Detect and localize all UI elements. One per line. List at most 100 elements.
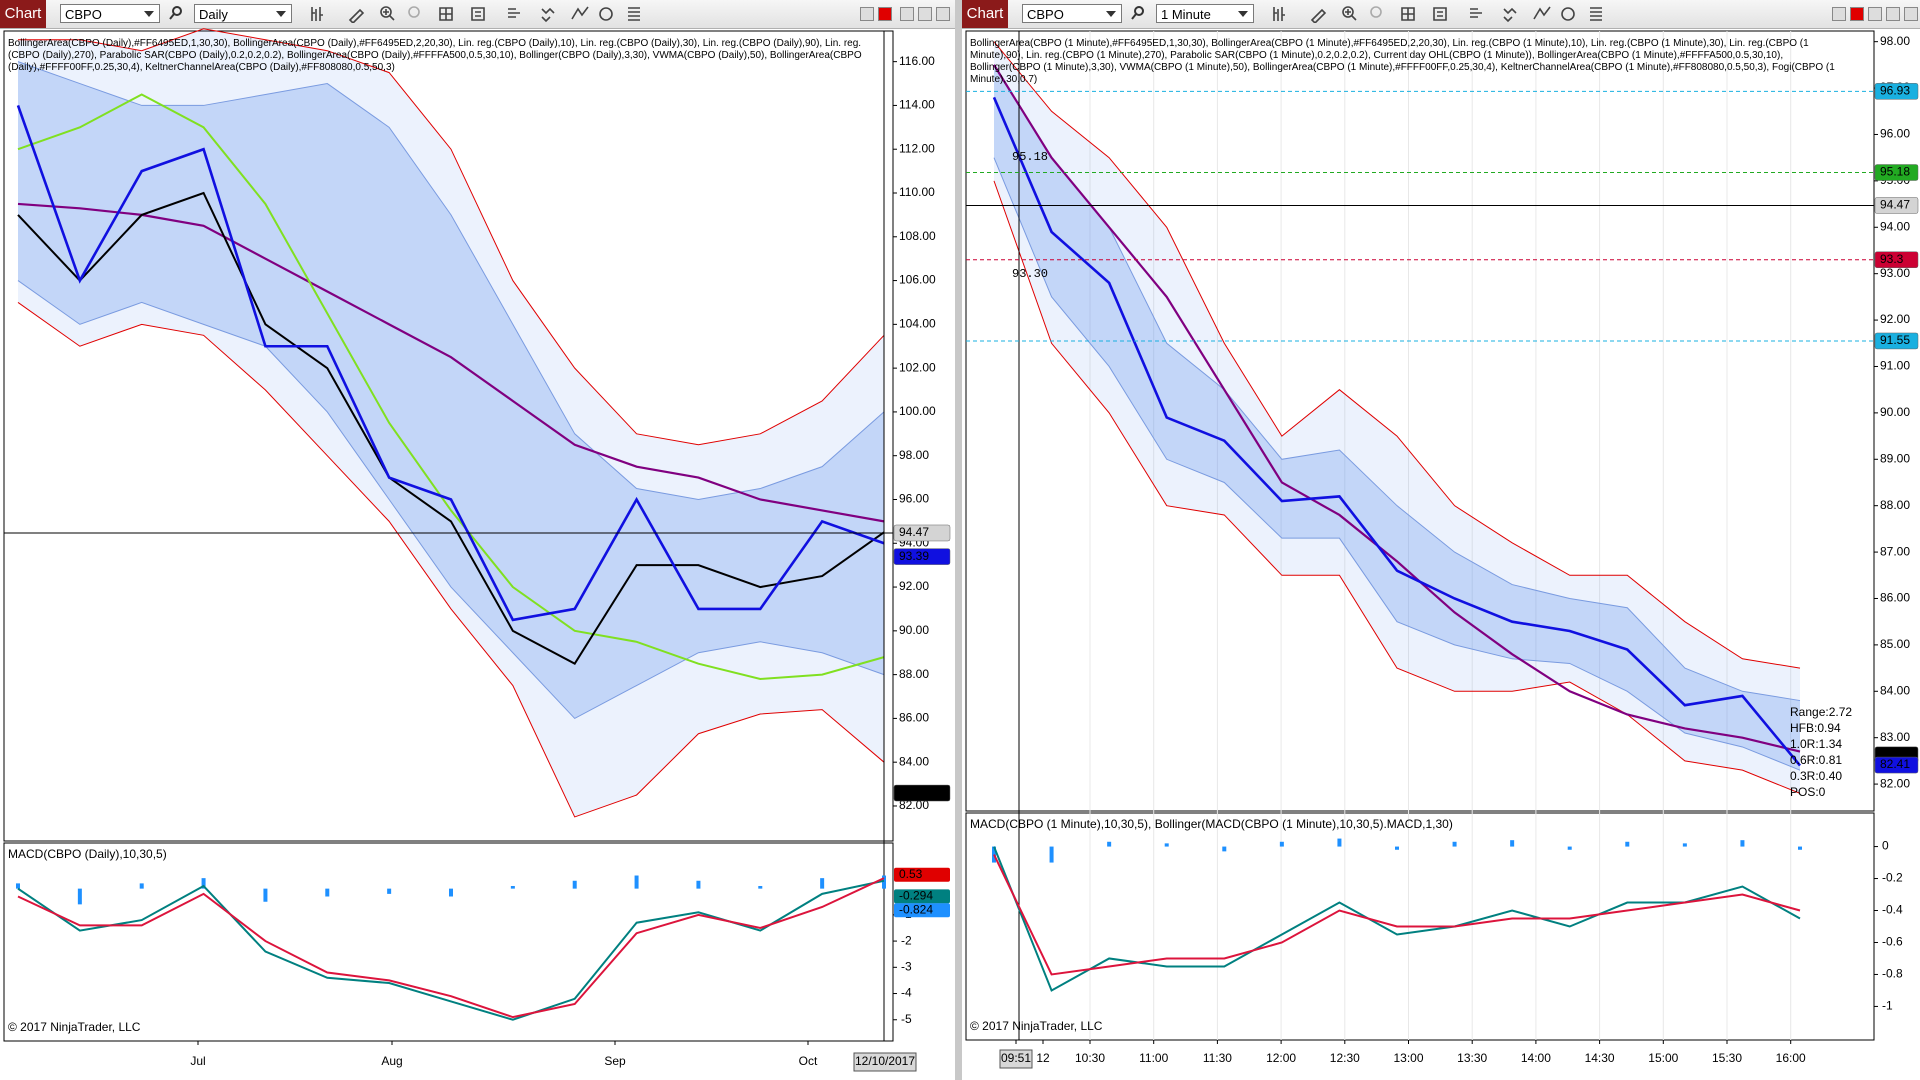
maximize-button[interactable] — [918, 7, 932, 21]
y-tick-label: 89.00 — [1880, 451, 1910, 465]
info-line: 0.3R:0.40 — [1790, 769, 1842, 783]
y-tick-label: 88.00 — [899, 667, 929, 681]
level-text: 93.30 — [1012, 267, 1048, 281]
macd-tag — [894, 903, 950, 918]
interval-select[interactable]: Daily — [194, 4, 292, 23]
info-line: POS:0 — [1790, 785, 1826, 799]
close-button[interactable] — [1904, 7, 1918, 21]
histogram-bar — [1107, 841, 1112, 847]
info-line: Range:2.72 — [1790, 705, 1852, 719]
time-label: 10:30 — [1075, 1051, 1105, 1065]
macd-tag — [894, 889, 950, 904]
histogram-bar — [1395, 846, 1399, 850]
symbol-select[interactable]: CBPO — [60, 4, 160, 23]
indicator-list: BollingerArea(CBPO (1 Minute),#FF6495ED,… — [970, 38, 1835, 85]
price-tag-label: 95.18 — [1880, 165, 1910, 179]
search-icon[interactable] — [168, 5, 184, 21]
level-text: 95.18 — [1012, 150, 1048, 164]
window-button[interactable] — [878, 7, 892, 21]
histogram-bar — [758, 886, 763, 889]
y-tick-label: 84.00 — [899, 754, 929, 768]
time-label: 09:51 — [1001, 1051, 1031, 1065]
time-label: 14:00 — [1521, 1051, 1551, 1065]
band-area — [18, 28, 884, 817]
y-tick-label: 90.00 — [899, 623, 929, 637]
price-panel — [965, 30, 1875, 812]
y-tick-label: 0 — [1882, 839, 1889, 853]
search-icon[interactable] — [1130, 5, 1146, 21]
y-tick-label: -3 — [901, 959, 912, 973]
y-tick-label: 83.00 — [1880, 730, 1910, 744]
macd-line — [993, 854, 1801, 976]
price-line — [17, 302, 885, 818]
window-title[interactable]: Chart — [962, 0, 1008, 28]
tool-icons[interactable] — [1272, 5, 1602, 23]
macd-line — [993, 846, 1801, 992]
macd-panel — [3, 842, 894, 1042]
chart-window: Chart CBPO Daily 82.00 84.00 86.00 88.00 90.… — [0, 0, 955, 1080]
symbol-select[interactable]: CBPO — [1022, 4, 1122, 23]
time-label: 13:00 — [1393, 1051, 1423, 1065]
histogram-bar — [325, 888, 330, 897]
y-tick-label: 92.00 — [1880, 312, 1910, 326]
time-box — [999, 1049, 1033, 1069]
y-tick-label: -0.6 — [1882, 935, 1903, 949]
close-button[interactable] — [936, 7, 950, 21]
time-label: 11:00 — [1139, 1051, 1168, 1065]
price-line — [17, 191, 885, 665]
time-label: Sep — [604, 1054, 626, 1068]
price-tag — [1874, 756, 1919, 774]
time-label: 13:30 — [1457, 1051, 1487, 1065]
histogram-bar — [1740, 840, 1745, 847]
minimize-button[interactable] — [1868, 7, 1882, 21]
y-tick-label: 87.00 — [1880, 544, 1910, 558]
indicator-list: BollingerArea(CBPO (Daily),#FF6495ED,1,3… — [8, 38, 862, 73]
macd-tag — [894, 867, 950, 882]
histogram-bar — [882, 875, 886, 889]
macd-tag-label: -0.294 — [899, 889, 933, 903]
minimize-button[interactable] — [900, 7, 914, 21]
price-tag — [893, 524, 951, 542]
window-button[interactable] — [1850, 7, 1864, 21]
macd-line — [17, 877, 885, 1019]
y-tick-label: 90.00 — [1880, 405, 1910, 419]
time-label: Oct — [799, 1054, 818, 1068]
y-tick-label: -5 — [901, 1012, 912, 1026]
histogram-bar — [139, 883, 144, 889]
price-line — [993, 41, 1801, 669]
y-tick-label: 110.00 — [899, 185, 935, 199]
time-label: 16:00 — [1776, 1051, 1806, 1065]
window-title[interactable]: Chart — [0, 0, 46, 28]
interval-select[interactable]: 1 Minute — [1156, 4, 1254, 23]
maximize-button[interactable] — [1886, 7, 1900, 21]
tool-icons[interactable] — [310, 5, 640, 23]
histogram-bar — [1164, 843, 1169, 847]
price-tag-label: 82.59 — [899, 785, 929, 799]
date-box — [853, 1052, 917, 1072]
time-label: 12 — [1036, 1051, 1050, 1065]
y-tick-label: 96.00 — [899, 492, 929, 506]
histogram-bar — [1625, 841, 1630, 847]
info-line: HFB:0.94 — [1790, 721, 1841, 735]
price-line — [17, 280, 885, 720]
y-tick-label: 85.00 — [1880, 637, 1910, 651]
histogram-bar — [16, 883, 20, 889]
window-button[interactable] — [1832, 7, 1846, 21]
y-tick-label: 82.00 — [899, 798, 929, 812]
time-label: Jul — [190, 1054, 205, 1068]
price-tag — [1874, 197, 1919, 214]
time-label: 14:30 — [1585, 1051, 1615, 1065]
price-line — [993, 157, 1801, 771]
y-tick-label: 96.00 — [1880, 127, 1910, 141]
y-tick-label: -0.2 — [1882, 871, 1903, 885]
window-button[interactable] — [860, 7, 874, 21]
histogram-bar — [1567, 846, 1572, 850]
price-tag-label: 96.93 — [1880, 83, 1910, 97]
price-tag — [1874, 332, 1919, 350]
y-tick-label: 108.00 — [899, 229, 936, 243]
y-tick-label: 86.00 — [1880, 591, 1910, 605]
time-label: 11:30 — [1203, 1051, 1232, 1065]
time-label: 15:30 — [1712, 1051, 1742, 1065]
histogram-bar — [1682, 843, 1687, 847]
histogram-bar — [201, 878, 206, 889]
